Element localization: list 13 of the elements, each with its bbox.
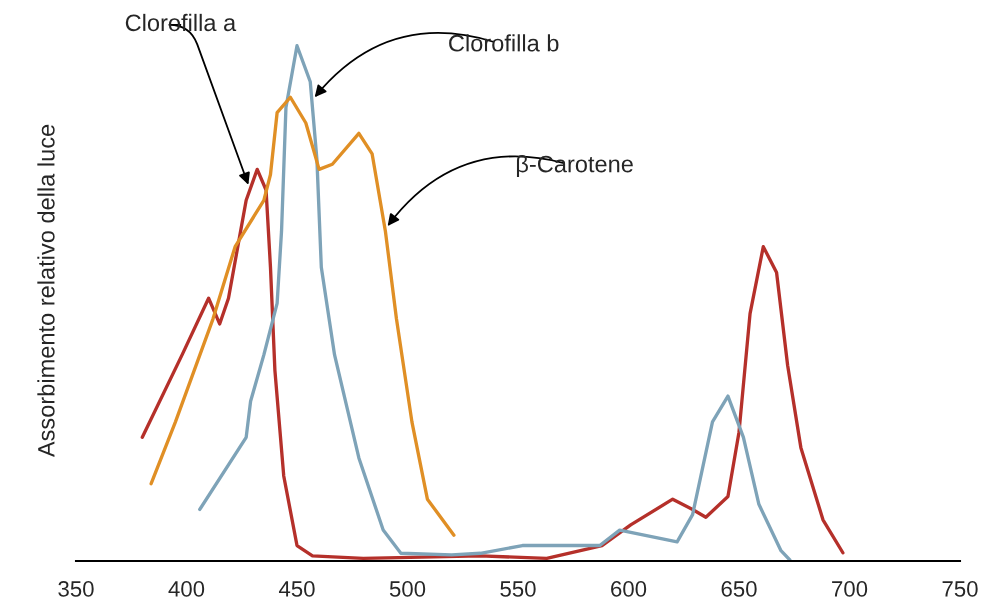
x-tick-label: 600 [611, 581, 647, 597]
x-tick-label: 500 [389, 581, 426, 597]
x-tick-label: 450 [278, 581, 315, 597]
x-tick-label: 750 [942, 581, 978, 597]
x-tick-label: 700 [832, 581, 868, 597]
x-tick-label: 350 [58, 581, 94, 597]
annotation: β-Carotene [516, 155, 633, 178]
x-tick-label: 400 [168, 581, 205, 597]
x-tick-label: 550 [500, 581, 536, 597]
annotation: Clorofilla b [449, 34, 559, 52]
y-axis-title: Assorbimento relativo della luce [37, 124, 55, 458]
x-tick-label: 650 [721, 581, 757, 597]
annotation: Clorofilla a [125, 13, 237, 32]
